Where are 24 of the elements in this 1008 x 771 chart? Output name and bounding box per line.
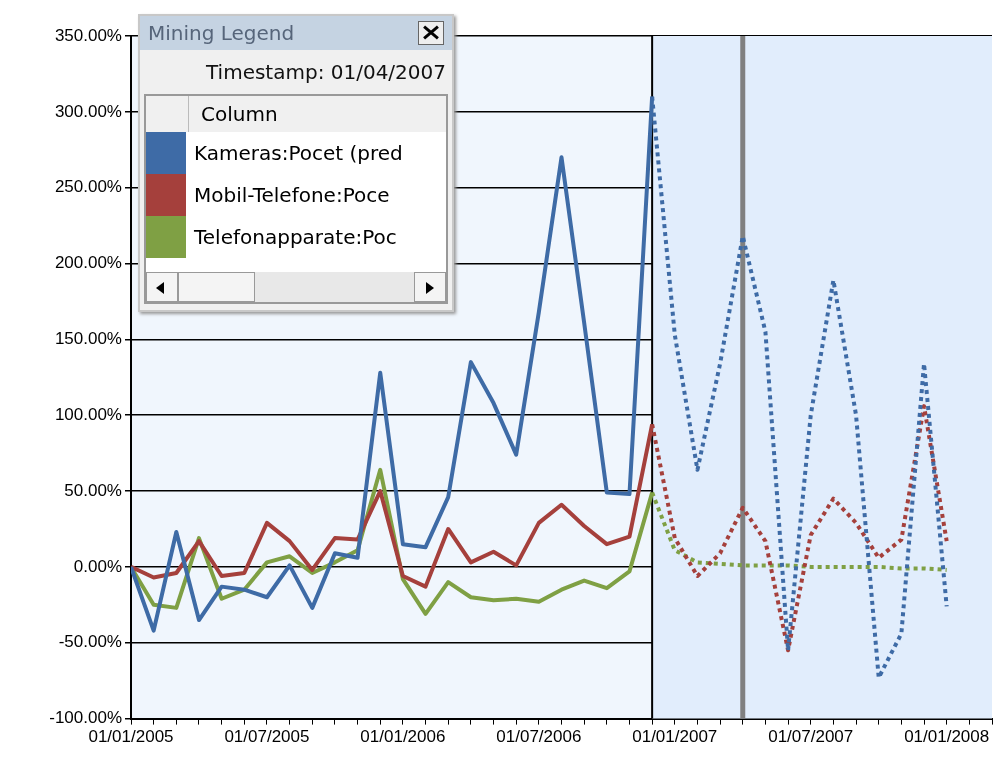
y-tick-label: 0.00% [73, 556, 122, 576]
x-tick-label: 01/01/2006 [360, 727, 446, 747]
y-tick-label: 150.00% [54, 329, 122, 349]
x-tick-label: 01/07/2007 [768, 727, 854, 747]
y-tick-label: 50.00% [64, 480, 122, 500]
annotation: Column [188, 96, 278, 132]
y-tick-label: 250.00% [54, 177, 122, 197]
legend-label: Telefonapparate:Poc [193, 224, 397, 251]
y-tick-label: 200.00% [54, 253, 122, 273]
annotation: Timestamp: 01/04/2007 [205, 59, 447, 86]
x-tick-label: 01/07/2005 [224, 727, 310, 747]
y-tick-label: -50.00% [58, 632, 122, 652]
legend-label: Mobil-Telefone:Poce [193, 182, 390, 209]
table-header: Column [146, 96, 446, 132]
y-tick-label: 100.00% [54, 404, 122, 424]
legend-label: Kameras:Pocet (pred [193, 140, 403, 167]
x-tick-label: 01/01/2007 [632, 727, 718, 747]
y-tick-label: -100.00% [49, 708, 122, 728]
x-tick-label: 01/01/2008 [904, 727, 990, 747]
x-tick-label: 01/01/2005 [88, 727, 174, 747]
x-tick-label: 01/07/2006 [496, 727, 582, 747]
y-tick-label: 300.00% [54, 101, 122, 121]
legend-title: Mining Legend [148, 21, 295, 45]
y-tick-label: 350.00% [54, 25, 122, 45]
